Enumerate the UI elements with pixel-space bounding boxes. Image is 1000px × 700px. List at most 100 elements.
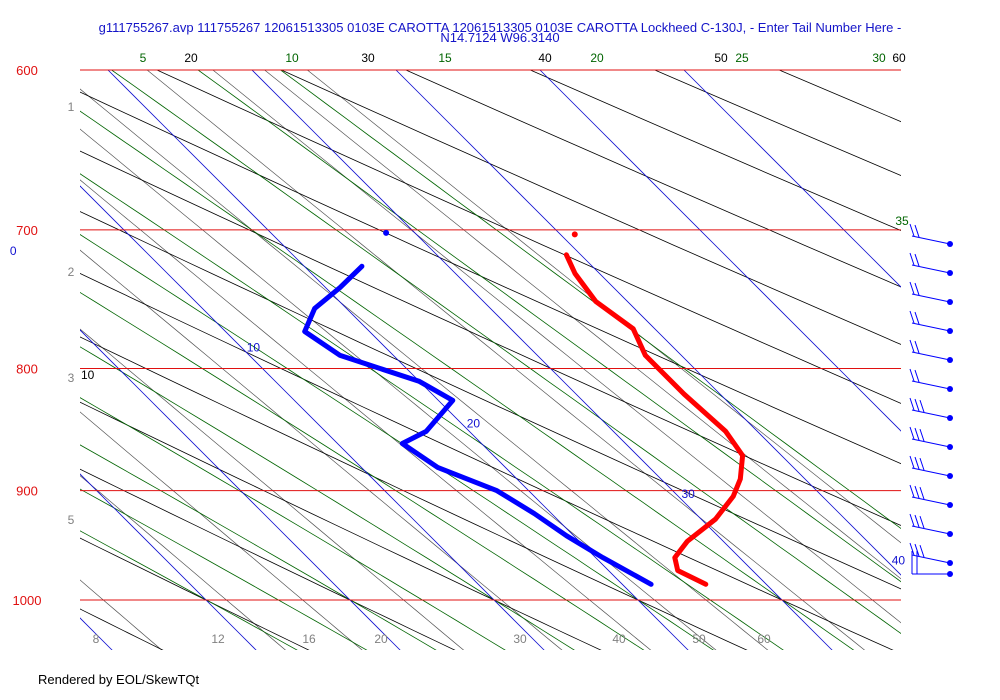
dry-adiabat-line	[978, 0, 1000, 680]
wind-barb	[909, 513, 953, 537]
pressure-label: 700	[16, 223, 38, 238]
isotherm-label: 30	[681, 487, 695, 501]
height-km-label: 2	[68, 265, 75, 279]
moist-adiabat-label: 35	[895, 214, 909, 228]
dry-adiabat-line	[80, 336, 748, 650]
moist-adiabat-line	[80, 173, 784, 650]
wind-barb	[909, 455, 953, 479]
dry-adiabat-line	[529, 70, 901, 232]
pressure-label: 1000	[13, 593, 42, 608]
dry-adiabat-label: 60	[892, 51, 906, 65]
temperature-sounding-line	[563, 252, 746, 587]
mixing-ratio-line	[80, 249, 563, 650]
mixing-ratio-line	[306, 70, 901, 544]
wind-barb	[909, 310, 953, 334]
mixing-ratio-label: 30	[513, 632, 527, 646]
dry-adiabat-label: 40	[538, 51, 552, 65]
dry-adiabat-line	[653, 70, 901, 177]
isotherm-label: 40	[892, 553, 906, 567]
moist-adiabat-line	[80, 346, 575, 650]
dry-adiabat-line	[80, 401, 602, 650]
dry-adiabat-line	[280, 70, 901, 345]
mixing-ratio-label: 60	[757, 632, 771, 646]
moist-adiabat-label: 5	[140, 51, 147, 65]
moist-adiabat-line	[80, 488, 368, 650]
mixing-ratio-label: 12	[211, 632, 225, 646]
mixing-ratio-label: 40	[612, 632, 626, 646]
dry-adiabat-line	[80, 468, 456, 650]
isotherm-line	[80, 329, 401, 650]
moist-adiabat-line	[197, 70, 901, 583]
moist-adiabat-line	[80, 234, 714, 650]
dry-adiabat-line	[778, 70, 901, 123]
moist-adiabat-line	[80, 444, 437, 650]
isotherm-label: 20	[467, 416, 481, 430]
mixing-ratio-label: 8	[93, 632, 100, 646]
dry-adiabat-line	[80, 150, 901, 526]
height-km-label: 1	[68, 100, 75, 114]
wind-barb	[911, 551, 953, 577]
dry-adiabat-line	[734, 0, 1000, 680]
dry-adiabat-line	[80, 91, 901, 465]
isotherm-line	[395, 70, 901, 576]
chart-subtitle-coordinates: N14.7124 W96.3140	[440, 30, 560, 45]
dry-adiabat-label: 10	[81, 368, 95, 382]
wind-barb	[909, 484, 953, 508]
isotherm-line	[251, 70, 833, 650]
mixing-ratio-line	[146, 70, 866, 650]
wind-barb	[909, 339, 953, 363]
chart-title: g111755267.avp 111755267 12061513305 010…	[98, 20, 902, 35]
moist-adiabat-label: 20	[590, 51, 604, 65]
mixing-ratio-line	[0, 0, 46, 680]
mixing-ratio-line	[80, 328, 465, 650]
isotherm-line	[683, 70, 901, 288]
dry-adiabat-label: 30	[361, 51, 375, 65]
height-km-label: 3	[68, 371, 75, 385]
temperature-point	[571, 231, 578, 238]
pressure-label: 800	[16, 361, 38, 376]
isotherm-line	[539, 70, 901, 432]
moist-adiabat-line	[80, 291, 645, 650]
moist-adiabat-line	[110, 70, 901, 635]
mixing-ratio-line	[80, 179, 652, 650]
wind-barb	[909, 223, 953, 247]
dry-adiabat-line	[156, 70, 901, 404]
dry-adiabat-label: 20	[184, 51, 198, 65]
dry-adiabat-line	[80, 537, 310, 650]
dry-adiabat-line	[80, 608, 164, 650]
pressure-label: 600	[16, 63, 38, 78]
footer-credit: Rendered by EOL/SkewTQt	[38, 672, 200, 687]
dry-adiabat-label: 50	[714, 51, 728, 65]
moist-adiabat-label: 25	[735, 51, 749, 65]
mixing-ratio-line	[80, 88, 769, 650]
moist-adiabat-line	[80, 530, 298, 650]
isotherm-label: 10	[247, 340, 261, 354]
moist-adiabat-line	[279, 70, 901, 530]
mixing-ratio-line	[264, 70, 901, 580]
wind-barb	[909, 426, 953, 450]
mixing-ratio-label: 50	[692, 632, 706, 646]
mixing-ratio-line	[80, 411, 363, 650]
isotherm-line	[107, 70, 689, 650]
dry-adiabat-line	[80, 273, 894, 650]
moist-adiabat-line	[80, 110, 855, 650]
dry-adiabat-line	[80, 211, 901, 590]
mixing-ratio-label: 20	[374, 632, 388, 646]
moist-adiabat-line	[80, 397, 506, 650]
dry-adiabat-line	[856, 0, 1000, 680]
wind-barb	[909, 542, 953, 566]
mixing-ratio-line	[80, 475, 286, 650]
dry-adiabat-line	[404, 70, 901, 288]
isotherm-line	[80, 473, 257, 650]
mixing-ratio-label: 16	[302, 632, 316, 646]
dewpoint-sounding-line	[302, 263, 654, 587]
moist-adiabat-label: 10	[285, 51, 299, 65]
mixing-ratio-line	[80, 579, 163, 650]
wind-barb	[909, 252, 953, 276]
height-km-label: 5	[68, 513, 75, 527]
pressure-label: 900	[16, 484, 38, 499]
isotherm-line	[80, 185, 545, 650]
moist-adiabat-label: 30	[872, 51, 886, 65]
moist-adiabat-label: 15	[438, 51, 452, 65]
